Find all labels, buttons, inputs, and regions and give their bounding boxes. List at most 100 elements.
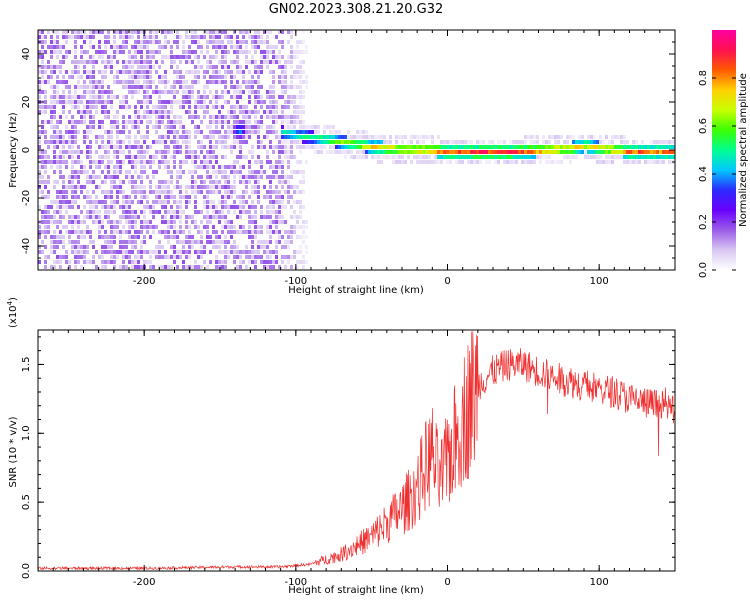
spectrogram-cell [227,205,230,209]
spectrogram-cell [62,255,65,259]
spectrogram-cell [389,155,392,159]
spectrogram-cell [269,145,272,149]
spectrogram-cell [212,145,215,149]
spectrogram-cell [359,155,362,159]
spectrogram-cell [134,70,137,74]
spectrogram-cell [149,190,152,194]
spectrogram-cell [395,145,398,149]
spectrogram-cell [311,125,314,129]
spectrogram-cell [524,135,527,139]
spectrogram-cell [86,230,89,234]
spectrogram-cell [110,60,113,64]
spectrogram-cell [620,145,623,149]
spectrogram-cell [299,80,302,84]
spectrogram-cell [239,45,242,49]
spectrogram-cell [263,195,266,199]
spectrogram-cell [65,80,68,84]
spectrogram-cell [209,90,212,94]
spectrogram-cell [161,180,164,184]
spectrogram-cell [167,220,170,224]
spectrogram-cell [377,155,380,159]
spectrogram-cell [128,145,131,149]
spectrogram-cell [53,115,56,119]
spectrogram-cell [101,250,104,254]
spectrogram-cell [467,160,470,164]
spectrogram-cell [119,50,122,54]
spectrogram-cell [203,250,206,254]
spectrogram-cell [236,105,239,109]
spectrogram-cell [65,255,68,259]
spectrogram-cell [152,125,155,129]
spectrogram-cell [95,185,98,189]
spectrogram-cell [296,50,299,54]
spectrogram-cell [194,135,197,139]
spectrogram-cell [83,170,86,174]
spectrogram-cell [233,85,236,89]
spectrogram-cell [554,145,557,149]
spectrogram-cell [65,55,68,59]
spectrogram-cell [269,60,272,64]
spectrogram-cell [236,170,239,174]
spectrogram-cell [80,95,83,99]
spectrogram-cell [194,195,197,199]
spectrogram-cell [122,70,125,74]
spectrogram-cell [77,155,80,159]
spectrogram-cell [50,85,53,89]
spectrogram-cell [191,80,194,84]
spectrogram-cell [521,150,524,154]
spectrogram-cell [305,235,308,239]
spectrogram-cell [143,260,146,264]
spectrogram-cell [113,200,116,204]
spectrogram-cell [53,230,56,234]
spectrogram-cell [188,245,191,249]
spectrogram-cell [89,100,92,104]
spectrogram-cell [251,240,254,244]
y-tick-label: 0.5 [21,494,32,510]
spectrogram-cell [152,65,155,69]
spectrogram-cell [86,110,89,114]
spectrogram-cell [641,150,644,154]
spectrogram-cell [77,180,80,184]
spectrogram-cell [107,215,110,219]
spectrogram-cell [509,150,512,154]
spectrogram-cell [203,95,206,99]
spectrogram-cell [74,40,77,44]
spectrogram-cell [215,90,218,94]
spectrogram-cell [245,155,248,159]
spectrogram-cell [53,140,56,144]
spectrogram-cell [527,150,530,154]
spectrogram-cell [197,65,200,69]
spectrogram-cell [269,240,272,244]
spectrogram-cell [275,160,278,164]
spectrogram-cell [155,185,158,189]
spectrogram-cell [317,125,320,129]
spectrogram-cell [410,140,413,144]
spectrogram-cell [185,135,188,139]
spectrogram-cell [275,175,278,179]
spectrogram-cell [164,70,167,74]
spectrogram-cell [239,90,242,94]
spectrogram-cell [290,125,293,129]
spectrogram-cell [122,180,125,184]
spectrogram-cell [128,130,131,134]
spectrogram-cell [59,230,62,234]
spectrogram-cell [236,50,239,54]
spectrogram-cell [200,165,203,169]
spectrogram-cell [254,35,257,39]
spectrogram-cell [137,40,140,44]
spectrogram-cell [146,105,149,109]
spectrogram-cell [218,190,221,194]
spectrogram-cell [185,205,188,209]
spectrogram-cell [242,200,245,204]
spectrogram-cell [194,165,197,169]
spectrogram-cell [122,245,125,249]
spectrogram-cell [281,205,284,209]
spectrogram-cell [164,180,167,184]
spectrogram-cell [506,145,509,149]
spectrogram-cell [203,105,206,109]
spectrogram-cell [92,90,95,94]
spectrogram-cell [65,210,68,214]
spectrogram-cell [629,150,632,154]
spectrogram-cell [170,220,173,224]
spectrogram-cell [287,95,290,99]
